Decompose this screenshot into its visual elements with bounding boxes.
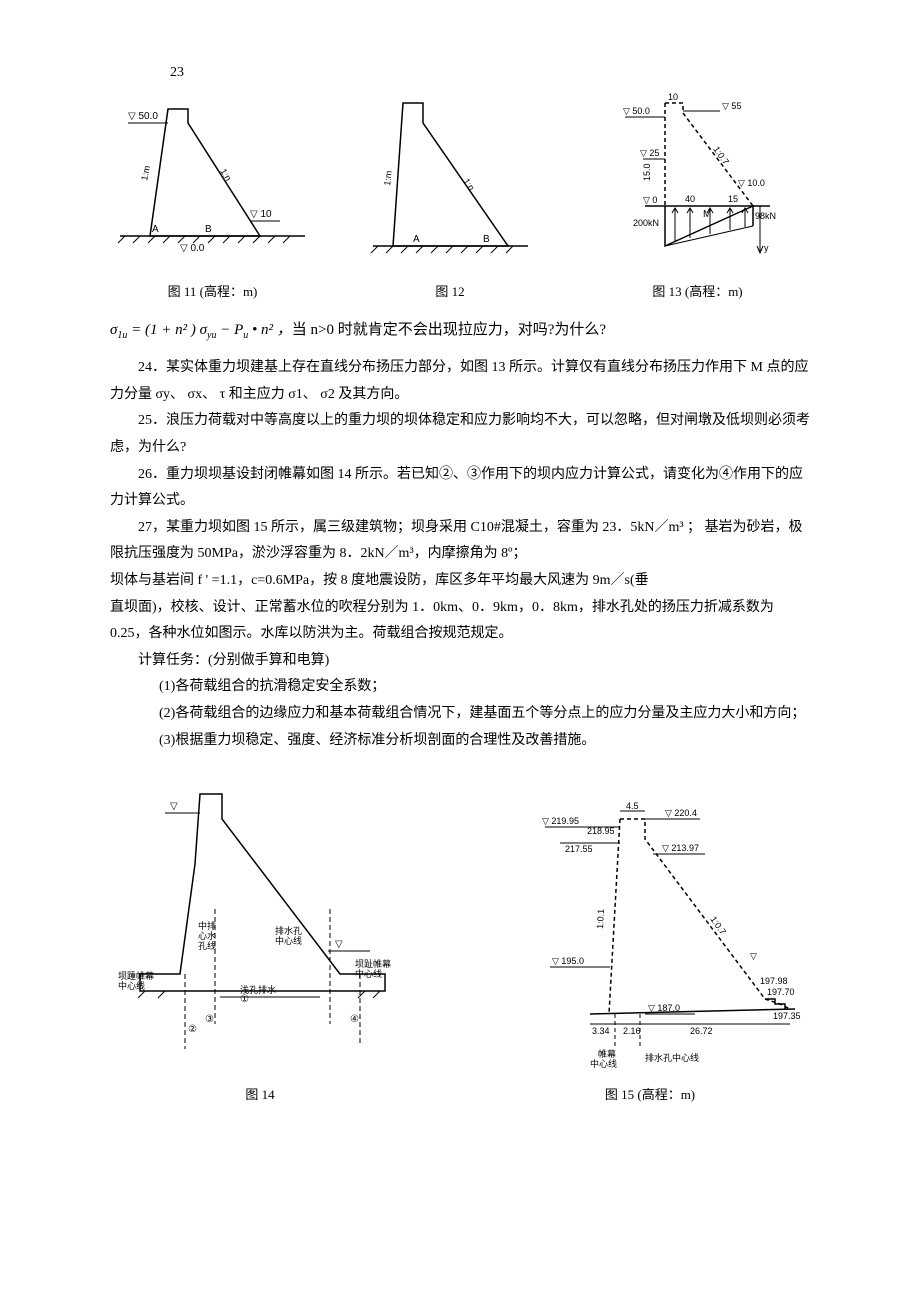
paragraph-26: 26．重力坝坝基设封闭帷幕如图 14 所示。若已知②、③作用下的坝内应力计算公式… [110,462,810,515]
fig13-98: 98kN [755,211,776,221]
fig13-wl50: ▽ 50.0 [623,106,650,116]
top-figures-row: ▽ 50.0 ▽ 10 A B ▽ 0.0 1:m 1:n 图 11 [110,91,810,305]
fig11-caption: 图 11 (高程：m) [168,280,258,305]
fig15-21895: 218.95 [587,826,615,836]
bottom-figures-row: ▽ ▽ ① ② ③ ④ 中排心水孔线 排水孔中心线 坝踵帷幕中心线 [110,769,810,1108]
fig15-2672: 26.72 [690,1026,713,1036]
fig14-n3: ③ [205,1014,214,1025]
fig13-15: 15 [728,194,738,204]
figure-14-svg: ▽ ▽ ① ② ③ ④ 中排心水孔线 排水孔中心线 坝踵帷幕中心线 [110,769,410,1079]
fig13-el25: ▽ 25 [640,148,659,158]
fig15-caption: 图 15 (高程：m) [605,1083,695,1108]
paragraph-24: 24．某实体重力坝建基上存在直线分布扬压力部分，如图 13 所示。计算仅有直线分… [110,355,810,408]
page-number: 23 [170,60,810,87]
fig15-21397: ▽ 213.97 [662,843,699,853]
paragraph-27c: 直坝面)，校核、设计、正常蓄水位的吹程分别为 1．0km、0．9km，0．8km… [110,595,810,648]
fig13-el0: ▽ 0 [643,195,657,205]
fig15-216: 2.16 [623,1026,641,1036]
fig14-drain-mid: 中排心水孔线 [198,920,216,951]
fig13-M: M [703,209,711,220]
fig13-caption: 图 13 (高程：m) [652,280,742,305]
figure-15: 4.5 ▽ 220.4 ▽ 219.95 218.95 217.55 ▽ 213… [490,799,810,1108]
fig11-ds-slope: 1:n [218,166,233,182]
fig13-150: 15.0 [642,163,652,181]
paragraph-25: 25．浪压力荷载对中等高度以上的重力坝的坝体稳定和应力影响均不大，可以忽略，但对… [110,408,810,461]
fig15-19735: 197.35 [773,1011,801,1021]
fig15-ds-slope: 1:0.7 [708,915,728,937]
fig12-B: B [483,234,490,245]
fig14-heel: 坝踵帷幕中心线 [118,970,154,991]
paragraph-27b: 坝体与基岩间 f ' =1.1，c=0.6MPa，按 8 度地震设防，库区多年平… [110,568,810,595]
fig15-us-slope: 1:0.1 [595,909,606,930]
fig12-caption: 图 12 [435,280,464,305]
fig14-n4: ④ [350,1014,359,1025]
fig12-A: A [413,234,420,245]
fig11-wl-top: ▽ 50.0 [128,111,158,122]
fig11-us-slope: 1:m [139,164,152,181]
fig15-195: ▽ 195.0 [552,956,584,966]
fig15-19798: 197.98 [760,976,788,986]
fig14-shallow: 浅孔排水 [240,984,276,995]
figure-13: y 10 ▽ 55 ▽ 50.0 ▽ 25 ▽ 10.0 ▽ 0 40 15 1… [585,91,810,305]
fig11-B: B [205,224,212,235]
fig15-21995: ▽ 219.95 [542,816,579,826]
fig15-19770: 197.70 [767,987,795,997]
fig15-334: 3.34 [592,1026,610,1036]
fig15-curtain: 帷幕中心线 [590,1048,617,1069]
fig14-drain-center: 排水孔中心线 [275,925,302,946]
figure-12: A B 1:m 1:n 图 12 [363,91,538,305]
fig11-base: ▽ 0.0 [180,243,205,254]
fig14-n1: ① [240,994,249,1005]
fig14-caption: 图 14 [245,1083,274,1108]
equation-23: σ1u = (1 + n² ) σyu − Pu • n² ，当 n>0 时就肯… [110,316,810,345]
fig14-wl-ds: ▽ [335,939,343,950]
paragraph-task: 计算任务：(分别做手算和电算) [110,648,810,675]
fig12-us: 1:m [382,170,394,186]
task-2: (2)各荷载组合的边缘应力和基本荷载组合情况下，建基面五个等分点上的应力分量及主… [110,701,810,728]
figure-11: ▽ 50.0 ▽ 10 A B ▽ 0.0 1:m 1:n 图 11 [110,91,315,305]
fig12-ds: 1:n [461,176,476,192]
fig13-40: 40 [685,194,695,204]
fig15-drain: 排水孔中心线 [645,1052,699,1063]
fig13-crest: 10 [668,92,678,102]
fig15-21755: 217.55 [565,844,593,854]
figure-14: ▽ ▽ ① ② ③ ④ 中排心水孔线 排水孔中心线 坝踵帷幕中心线 [110,769,410,1108]
fig15-crest-el: ▽ 220.4 [665,808,697,818]
figure-11-svg: ▽ 50.0 ▽ 10 A B ▽ 0.0 1:m 1:n [110,91,315,276]
fig11-wl-ds: ▽ 10 [250,209,272,220]
figure-13-svg: y 10 ▽ 55 ▽ 50.0 ▽ 25 ▽ 10.0 ▽ 0 40 15 1… [585,91,810,276]
task-3: (3)根据重力坝稳定、强度、经济标准分析坝剖面的合理性及改善措施。 [110,728,810,755]
fig15-wl: ▽ [750,951,757,961]
fig13-y: y [764,243,769,253]
figure-12-svg: A B 1:m 1:n [363,91,538,276]
fig13-wl55: ▽ 55 [722,101,741,111]
fig13-el10: ▽ 10.0 [738,178,765,188]
fig14-wl-top: ▽ [170,801,178,812]
paragraph-27a: 27，某重力坝如图 15 所示，属三级建筑物；坝身采用 C10#混凝土，容重为 … [110,515,810,568]
fig15-187: ▽ 187.0 [648,1003,680,1013]
fig11-A: A [152,224,159,235]
fig15-crest-w: 4.5 [626,801,639,811]
fig13-200: 200kN [633,218,659,228]
task-1: (1)各荷载组合的抗滑稳定安全系数； [110,674,810,701]
fig14-n2: ② [188,1024,197,1035]
figure-15-svg: 4.5 ▽ 220.4 ▽ 219.95 218.95 217.55 ▽ 213… [490,799,810,1079]
